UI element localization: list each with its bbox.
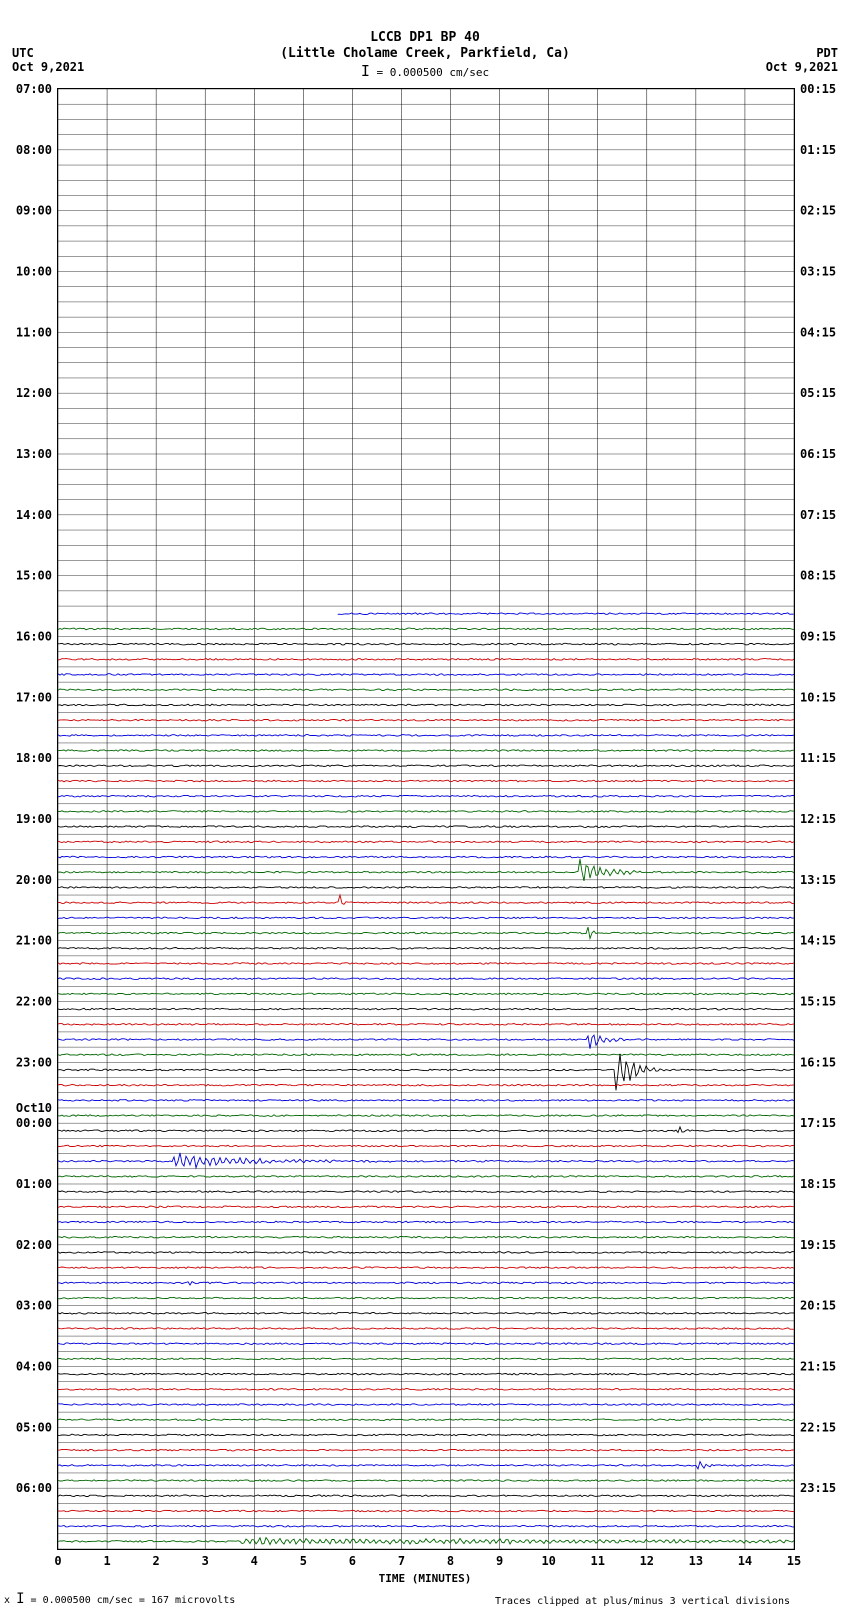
svg-text:16:15: 16:15 xyxy=(800,1055,836,1069)
svg-text:12:15: 12:15 xyxy=(800,812,836,826)
chart-subtitle: (Little Cholame Creek, Parkfield, Ca) xyxy=(0,46,850,61)
svg-text:09:15: 09:15 xyxy=(800,629,836,643)
svg-text:13: 13 xyxy=(689,1554,703,1568)
svg-text:2: 2 xyxy=(153,1554,160,1568)
svg-text:20:15: 20:15 xyxy=(800,1299,836,1313)
svg-text:20:00: 20:00 xyxy=(16,873,52,887)
x-axis-label: TIME (MINUTES) xyxy=(0,1572,850,1585)
svg-text:05:15: 05:15 xyxy=(800,386,836,400)
chart-scale: I = 0.000500 cm/sec xyxy=(0,62,850,80)
svg-text:6: 6 xyxy=(349,1554,356,1568)
svg-text:05:00: 05:00 xyxy=(16,1420,52,1434)
seismogram-svg: 07:0008:0009:0010:0011:0012:0013:0014:00… xyxy=(58,89,794,1549)
svg-text:02:15: 02:15 xyxy=(800,204,836,218)
timezone-right: PDT xyxy=(816,46,838,60)
svg-text:04:00: 04:00 xyxy=(16,1359,52,1373)
svg-text:08:00: 08:00 xyxy=(16,143,52,157)
svg-text:15: 15 xyxy=(787,1554,801,1568)
svg-text:21:15: 21:15 xyxy=(800,1359,836,1373)
svg-text:07:00: 07:00 xyxy=(16,82,52,96)
svg-text:10:00: 10:00 xyxy=(16,264,52,278)
svg-text:02:00: 02:00 xyxy=(16,1238,52,1252)
svg-text:08:15: 08:15 xyxy=(800,569,836,583)
footer-right: Traces clipped at plus/minus 3 vertical … xyxy=(495,1596,790,1607)
svg-text:11: 11 xyxy=(591,1554,605,1568)
svg-text:12:00: 12:00 xyxy=(16,386,52,400)
svg-text:19:15: 19:15 xyxy=(800,1238,836,1252)
footer-x-icon: x xyxy=(4,1595,10,1606)
svg-text:18:00: 18:00 xyxy=(16,751,52,765)
svg-text:01:00: 01:00 xyxy=(16,1177,52,1191)
timezone-left: UTC xyxy=(12,46,34,60)
svg-text:07:15: 07:15 xyxy=(800,508,836,522)
svg-text:0: 0 xyxy=(54,1554,61,1568)
svg-text:00:15: 00:15 xyxy=(800,82,836,96)
svg-text:11:15: 11:15 xyxy=(800,751,836,765)
svg-text:13:00: 13:00 xyxy=(16,447,52,461)
svg-text:15:15: 15:15 xyxy=(800,994,836,1008)
svg-text:03:00: 03:00 xyxy=(16,1299,52,1313)
svg-text:14:15: 14:15 xyxy=(800,934,836,948)
svg-text:17:00: 17:00 xyxy=(16,690,52,704)
svg-text:8: 8 xyxy=(447,1554,454,1568)
date-left: Oct 9,2021 xyxy=(12,60,84,74)
svg-text:23:00: 23:00 xyxy=(16,1055,52,1069)
scale-bar-icon: I xyxy=(361,62,370,80)
svg-text:01:15: 01:15 xyxy=(800,143,836,157)
footer-left-text: = 0.000500 cm/sec = 167 microvolts xyxy=(31,1595,236,1606)
svg-text:22:15: 22:15 xyxy=(800,1420,836,1434)
svg-text:3: 3 xyxy=(202,1554,209,1568)
svg-text:19:00: 19:00 xyxy=(16,812,52,826)
svg-text:23:15: 23:15 xyxy=(800,1481,836,1495)
svg-text:5: 5 xyxy=(300,1554,307,1568)
svg-text:22:00: 22:00 xyxy=(16,994,52,1008)
svg-text:7: 7 xyxy=(398,1554,405,1568)
svg-text:Oct10: Oct10 xyxy=(16,1101,52,1115)
svg-text:11:00: 11:00 xyxy=(16,325,52,339)
svg-text:06:15: 06:15 xyxy=(800,447,836,461)
svg-text:1: 1 xyxy=(103,1554,110,1568)
svg-text:13:15: 13:15 xyxy=(800,873,836,887)
svg-text:10: 10 xyxy=(541,1554,555,1568)
scale-text: = 0.000500 cm/sec xyxy=(377,66,490,79)
svg-text:21:00: 21:00 xyxy=(16,934,52,948)
footer-bar-icon: I xyxy=(16,1591,24,1607)
svg-text:16:00: 16:00 xyxy=(16,629,52,643)
svg-text:9: 9 xyxy=(496,1554,503,1568)
svg-text:12: 12 xyxy=(640,1554,654,1568)
svg-text:04:15: 04:15 xyxy=(800,325,836,339)
svg-text:06:00: 06:00 xyxy=(16,1481,52,1495)
svg-text:15:00: 15:00 xyxy=(16,569,52,583)
svg-text:14: 14 xyxy=(738,1554,752,1568)
svg-text:17:15: 17:15 xyxy=(800,1116,836,1130)
svg-text:4: 4 xyxy=(251,1554,258,1568)
svg-text:14:00: 14:00 xyxy=(16,508,52,522)
date-right: Oct 9,2021 xyxy=(766,60,838,74)
seismogram-container: LCCB DP1 BP 40 (Little Cholame Creek, Pa… xyxy=(0,0,850,1613)
seismogram-plot: 07:0008:0009:0010:0011:0012:0013:0014:00… xyxy=(57,88,795,1550)
svg-text:18:15: 18:15 xyxy=(800,1177,836,1191)
footer-left: x I = 0.000500 cm/sec = 167 microvolts xyxy=(4,1591,235,1607)
svg-text:00:00: 00:00 xyxy=(16,1116,52,1130)
chart-title: LCCB DP1 BP 40 xyxy=(0,30,850,45)
svg-text:09:00: 09:00 xyxy=(16,204,52,218)
svg-text:03:15: 03:15 xyxy=(800,264,836,278)
svg-text:10:15: 10:15 xyxy=(800,690,836,704)
